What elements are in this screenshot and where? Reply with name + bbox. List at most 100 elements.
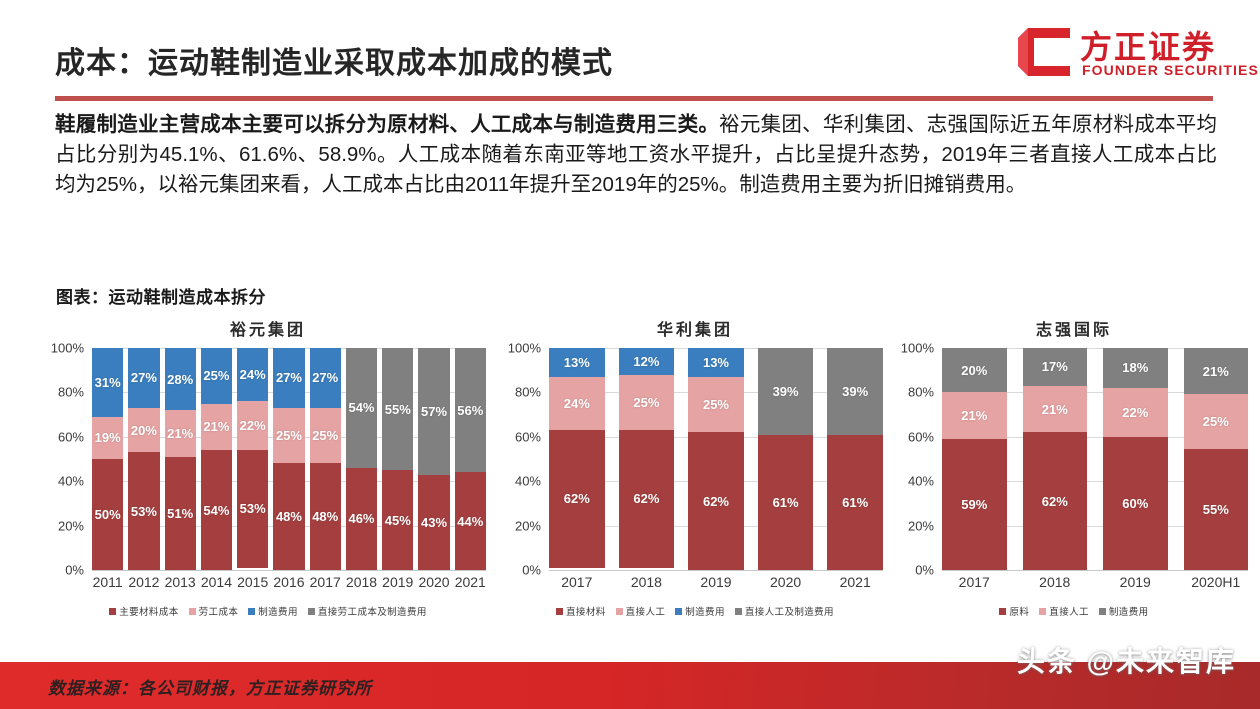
stacked-bar: 17% 21% 62% (1022, 348, 1087, 570)
x-tick-label: 2017 (561, 574, 593, 590)
bar-value-label: 50% (94, 506, 121, 522)
bar-segment: 55% (1183, 449, 1248, 570)
bar-value-label: 53% (130, 503, 157, 519)
bar-value-label: 62% (633, 491, 660, 507)
legend-swatch-icon (734, 607, 742, 615)
bar-value-label: 20% (961, 362, 988, 378)
bar-value-label: 60% (1122, 495, 1149, 511)
gridline (549, 570, 883, 571)
bar-segment: 56% (454, 348, 486, 473)
y-tick-label: 20% (514, 518, 541, 534)
bar-segment: 54% (200, 450, 233, 570)
legend-item[interactable]: 制造费用 (1098, 604, 1149, 618)
bar-segment: 27% (128, 348, 160, 408)
x-tick-label: 2017 (958, 574, 990, 590)
bar-segment: 48% (273, 463, 305, 570)
bar-segment: 39% (827, 348, 883, 435)
x-tick-label: 2018 (345, 574, 378, 590)
bar-segment: 17% (1022, 348, 1087, 386)
y-tick-label: 80% (514, 384, 541, 400)
bar-value-label: 54% (348, 400, 375, 416)
bar-value-label: 25% (633, 394, 660, 410)
stacked-bar: 12% 25% 62% (618, 348, 675, 570)
y-tick-label: 0% (915, 562, 934, 578)
legend-item[interactable]: 直接人工 (1039, 604, 1089, 618)
legend-label: 主要材料成本 (119, 607, 179, 618)
bar-segment: 62% (1022, 432, 1087, 570)
legend-item[interactable]: 主要材料成本 (109, 604, 178, 618)
bar-value-label: 12% (633, 353, 660, 369)
legend-swatch-icon (1098, 607, 1106, 615)
y-tick-label: 0% (65, 562, 84, 578)
bar-segment: 20% (128, 407, 160, 453)
figure-caption: 图表：运动鞋制造成本拆分 (56, 288, 266, 307)
bar-value-label: 55% (1202, 502, 1229, 518)
bar-value-label: 53% (239, 501, 266, 517)
y-tick-label: 100% (50, 340, 84, 356)
bar-value-label: 13% (702, 354, 729, 370)
y-axis: 0% 20% 40% 60% 80% 100% (48, 341, 88, 578)
stacked-bar: 27% 25% 48% (309, 348, 341, 570)
legend-item[interactable]: 制造费用 (248, 604, 298, 618)
footer-band: 数据来源：各公司财报，方正证券研究所 头条 @未来智库 (0, 646, 1260, 709)
bar-segment: 27% (273, 348, 305, 408)
bar-value-label: 27% (130, 370, 157, 386)
gridline (942, 392, 1248, 394)
legend-swatch-icon (999, 607, 1007, 615)
bar-segment: 61% (827, 434, 883, 570)
y-tick-label: 0% (522, 562, 541, 578)
bar-value-label: 39% (772, 383, 799, 399)
legend-item[interactable]: 直接人工及制造费用 (734, 604, 834, 618)
legend-item[interactable]: 原料 (999, 604, 1029, 618)
bar-segment: 54% (345, 348, 378, 468)
bar-segment: 43% (418, 474, 450, 570)
stacked-bar: 20% 21% 59% (942, 348, 1007, 570)
charts-row: 裕元集团 0% 20% 40% 60% 80% 100% 31% 19% 50% 27% 20% 5… (0, 312, 1260, 642)
bar-value-label: 25% (203, 368, 230, 384)
stacked-bar: 28% 21% 51% (164, 348, 196, 570)
bar-value-label: 21% (1041, 401, 1068, 417)
legend-item[interactable]: 制造费用 (675, 604, 725, 618)
chart-title: 华利集团 (656, 320, 733, 339)
bar-segment: 62% (549, 430, 605, 568)
bar-value-label: 54% (203, 502, 230, 518)
legend-item[interactable]: 直接劳工成本及制造费用 (307, 604, 427, 618)
bar-segment: 48% (309, 463, 341, 570)
x-tick-label: 2017 (309, 574, 341, 590)
plot-area: 0% 20% 40% 60% 80% 100% 13% 24% 62% 12% 25% 62% 13%… (505, 341, 885, 578)
x-axis: 2017 2018 2019 2020H1 (942, 574, 1248, 594)
stacked-bar: 39% 61% (827, 348, 883, 570)
legend-item[interactable]: 直接人工 (615, 604, 666, 618)
chart-legend: 原料 直接人工 制造费用 (898, 604, 1250, 618)
bar-value-label: 56% (457, 402, 484, 418)
y-tick-label: 100% (900, 340, 934, 356)
bar-segment: 19% (92, 416, 124, 459)
legend-label: 劳工成本 (198, 607, 239, 618)
bar-segment: 13% (688, 348, 744, 377)
bar-segment: 21% (200, 403, 233, 451)
legend-item[interactable]: 直接材料 (556, 604, 606, 618)
y-tick-label: 40% (57, 473, 84, 489)
bar-segment: 24% (549, 376, 605, 431)
y-tick-label: 80% (907, 384, 934, 400)
bar-segment: 59% (942, 439, 1007, 570)
bar-segment: 22% (1103, 387, 1168, 437)
bar-value-label: 25% (702, 397, 729, 413)
gridline (942, 436, 1248, 438)
stacked-bar: 54% 46% (345, 348, 378, 570)
paragraph-rest: 裕元集团、华利集团、志强国际近五年原材料成本平均占比分别为45.1%、61.6%… (55, 113, 1218, 196)
legend-swatch-icon (615, 607, 623, 615)
legend-item[interactable]: 劳工成本 (188, 604, 239, 618)
paragraph-lead: 鞋履制造业主营成本主要可以拆分为原材料、人工成本与制造费用三类。 (55, 113, 720, 136)
y-tick-label: 60% (514, 429, 541, 445)
company-logo: 方正证券 FOUNDER SECURITIES (1018, 24, 1258, 84)
chart-legend: 直接材料 直接人工 制造费用 直接人工及制造费用 (505, 604, 885, 618)
x-tick-label: 2014 (200, 574, 232, 590)
x-tick-label: 2011 (92, 574, 123, 590)
bar-value-label: 25% (1202, 414, 1229, 430)
x-tick-label: 2021 (839, 574, 871, 590)
bar-value-label: 24% (563, 395, 590, 411)
header-divider (55, 96, 1213, 101)
bar-segment: 25% (273, 407, 305, 464)
